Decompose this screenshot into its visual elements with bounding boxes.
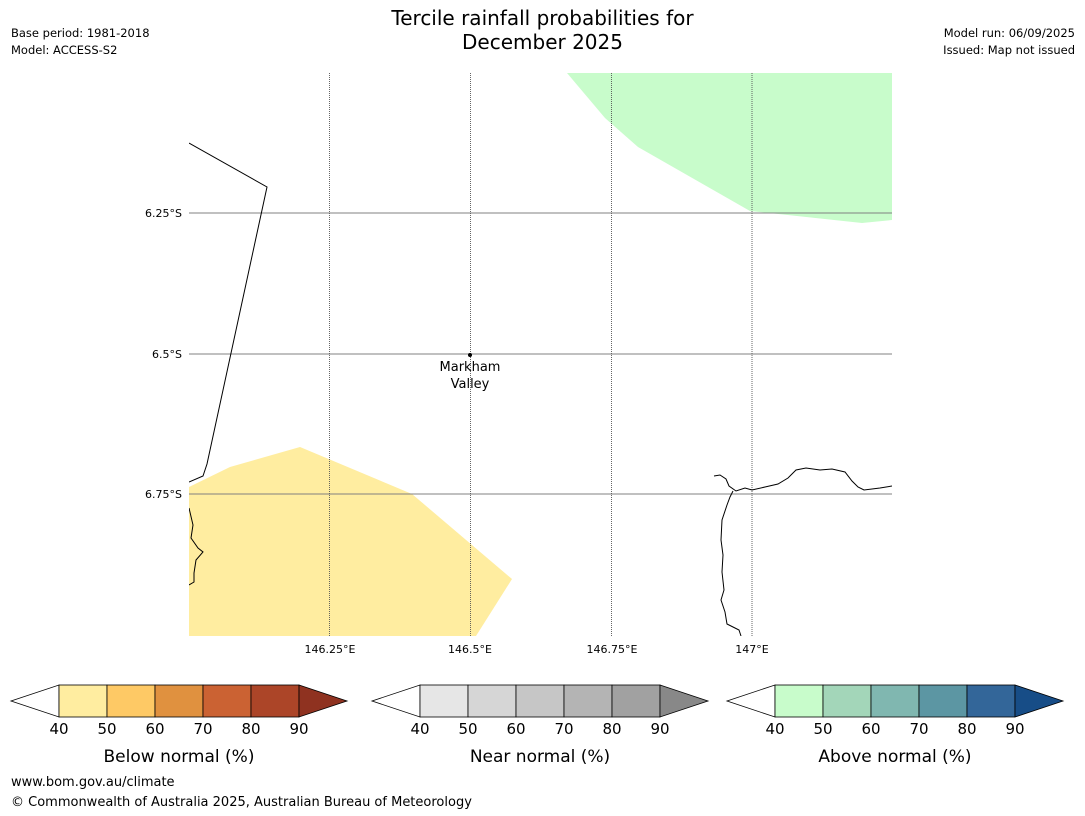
map-plot-area	[189, 73, 892, 636]
legend-swatch	[419, 684, 469, 718]
legend-tick-label: 70	[909, 720, 928, 738]
legend-tick-label: 50	[97, 720, 116, 738]
legend-extension-low	[725, 684, 776, 718]
legend-tick-label: 70	[554, 720, 573, 738]
markham-valley-marker	[468, 353, 472, 357]
legend-swatch	[611, 684, 661, 718]
legend-extension-high	[1014, 684, 1065, 718]
legend-tick-label: 90	[650, 720, 669, 738]
lon-label: 147°E	[735, 643, 768, 656]
title-line-1: Tercile rainfall probabilities for	[391, 6, 694, 30]
latitude-labels: 6.25°S 6.5°S 6.75°S	[145, 207, 182, 501]
legend-tick-label: 80	[241, 720, 260, 738]
legend-swatch	[563, 684, 613, 718]
legend-below-normal: 40 50 60 70 80 90 Below normal (%)	[9, 684, 349, 767]
legend-tick-label: 40	[410, 720, 429, 738]
legend-swatch	[154, 684, 204, 718]
legend-swatch	[202, 684, 252, 718]
lon-label: 146.25°E	[305, 643, 356, 656]
above-normal-region	[567, 73, 892, 223]
below-normal-region	[189, 447, 512, 636]
legend-swatch	[515, 684, 565, 718]
legend-tick-label: 50	[458, 720, 477, 738]
model-text: Model: ACCESS-S2	[11, 43, 118, 57]
legend-swatch	[467, 684, 517, 718]
legend-swatch	[774, 684, 824, 718]
legend-tick-label: 80	[602, 720, 621, 738]
legend-title: Above normal (%)	[818, 747, 971, 767]
model-run-text: Model run: 06/09/2025	[943, 26, 1075, 40]
legend-above-normal: 40 50 60 70 80 90 Above normal (%)	[725, 684, 1065, 767]
place-label-line-2: Valley	[451, 377, 490, 392]
lon-label: 146.5°E	[448, 643, 492, 656]
legend-swatch	[58, 684, 108, 718]
map-title: Tercile rainfall probabilities for Decem…	[0, 6, 1085, 54]
footer-url: www.bom.gov.au/climate	[11, 775, 175, 790]
legend-swatch	[106, 684, 156, 718]
legend-tick-label: 70	[193, 720, 212, 738]
legend-title: Below normal (%)	[104, 747, 255, 767]
legend-extension-high	[298, 684, 349, 718]
title-line-2: December 2025	[462, 30, 623, 54]
legend-swatch	[966, 684, 1016, 718]
footer-copyright: © Commonwealth of Australia 2025, Austra…	[11, 795, 472, 810]
lon-label: 146.75°E	[587, 643, 638, 656]
place-label-line-1: Markham	[440, 360, 501, 375]
legend-tick-label: 90	[289, 720, 308, 738]
legend-tick-label: 50	[813, 720, 832, 738]
legend-tick-label: 80	[957, 720, 976, 738]
legend-tick-label: 90	[1005, 720, 1024, 738]
legend-swatch	[822, 684, 872, 718]
lat-label: 6.5°S	[152, 348, 182, 361]
legend-tick-label: 40	[765, 720, 784, 738]
legend-swatch	[918, 684, 968, 718]
longitude-labels: 146.25°E 146.5°E 146.75°E 147°E	[305, 643, 769, 656]
legend-title: Near normal (%)	[470, 747, 610, 767]
legend-tick-label: 60	[506, 720, 525, 738]
legend-extension-low	[9, 684, 60, 718]
lat-label: 6.75°S	[145, 488, 182, 501]
legend-swatch	[870, 684, 920, 718]
issued-text: Issued: Map not issued	[943, 43, 1075, 57]
coastline	[189, 142, 892, 636]
legend-extension-low	[370, 684, 421, 718]
metadata-left: Base period: 1981-2018 Model: ACCESS-S2	[11, 25, 150, 59]
legend-extension-high	[659, 684, 710, 718]
metadata-right: Model run: 06/09/2025 Issued: Map not is…	[943, 25, 1075, 59]
legend-tick-label: 60	[861, 720, 880, 738]
lat-label: 6.25°S	[145, 207, 182, 220]
legend-tick-label: 60	[145, 720, 164, 738]
legend-swatch	[250, 684, 300, 718]
graticule	[189, 73, 892, 636]
base-period-text: Base period: 1981-2018	[11, 26, 150, 40]
legend-tick-label: 40	[49, 720, 68, 738]
legend-near-normal: 40 50 60 70 80 90 Near normal (%)	[370, 684, 710, 767]
